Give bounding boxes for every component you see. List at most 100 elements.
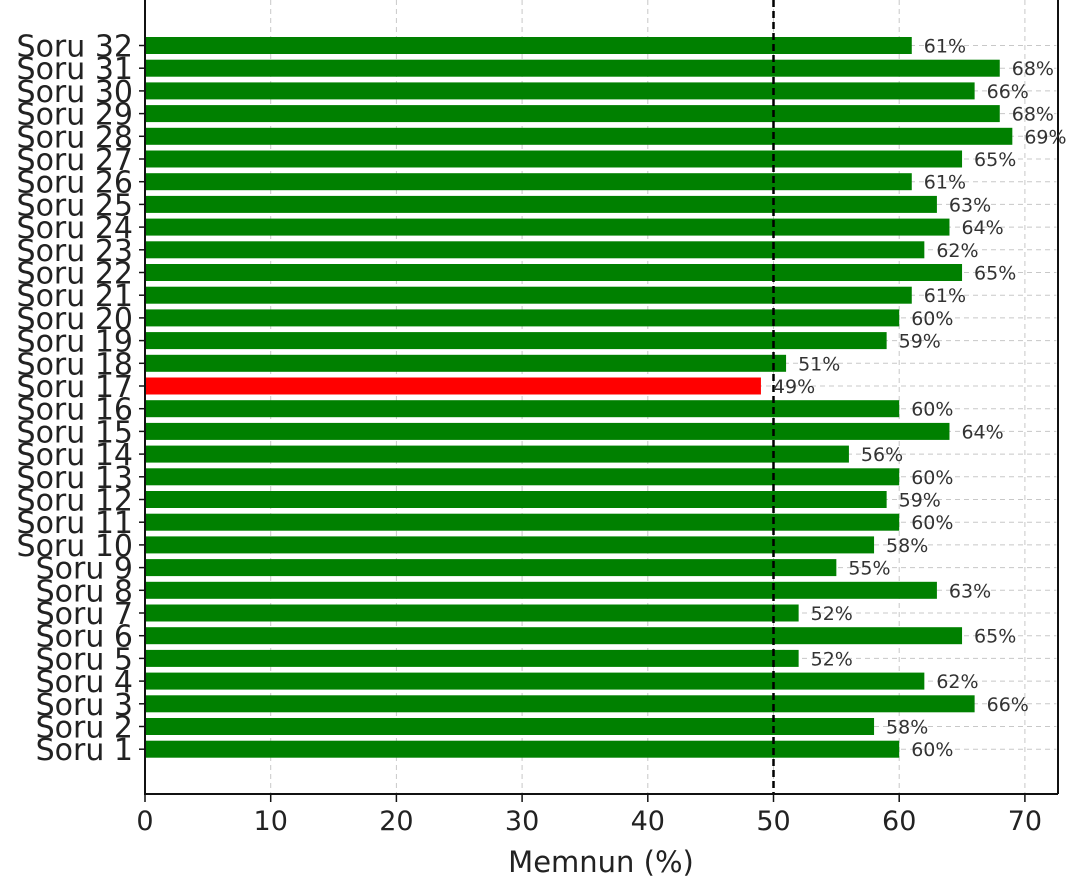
y-tick-label: Soru 30 xyxy=(17,75,133,110)
bar xyxy=(145,309,900,327)
x-tick-label: 40 xyxy=(631,806,665,837)
bar xyxy=(145,37,912,54)
y-tick-label: Soru 13 xyxy=(17,461,133,496)
y-tick-label: Soru 21 xyxy=(17,279,133,314)
x-tick-label: 0 xyxy=(136,806,153,837)
bar-value-label: 61% xyxy=(924,285,966,307)
x-tick-label: 20 xyxy=(379,806,413,837)
bar xyxy=(145,354,787,372)
bar-value-label: 66% xyxy=(987,694,1029,716)
bar-value-label: 60% xyxy=(911,308,953,330)
bar-value-label: 58% xyxy=(886,717,928,739)
bar xyxy=(145,513,900,531)
bar-value-label: 61% xyxy=(924,36,966,58)
y-tick-label: Soru 27 xyxy=(17,143,133,178)
bar-value-label: 56% xyxy=(861,444,903,466)
bar-value-label: 60% xyxy=(911,512,953,534)
y-tick-label: Soru 24 xyxy=(17,211,133,246)
bar-value-label: 60% xyxy=(911,467,953,489)
bar-value-label: 68% xyxy=(1012,104,1054,126)
y-tick-label: Soru 5 xyxy=(36,642,133,677)
bar-value-label: 52% xyxy=(811,648,853,670)
bar-value-label: 65% xyxy=(974,263,1016,285)
y-tick-label: Soru 12 xyxy=(17,484,133,519)
bar xyxy=(145,173,912,191)
y-tick-label: Soru 6 xyxy=(36,620,133,655)
bar-value-label: 51% xyxy=(798,353,840,375)
x-tick-label: 50 xyxy=(756,806,790,837)
bar xyxy=(145,82,975,100)
x-tick-label: 70 xyxy=(1008,806,1042,837)
bar-value-label: 62% xyxy=(936,240,978,262)
bar xyxy=(145,150,963,168)
bar xyxy=(145,468,900,486)
bar-value-label: 63% xyxy=(949,194,991,216)
bar-value-label: 62% xyxy=(936,671,978,693)
bar xyxy=(145,286,912,304)
bar-value-label: 59% xyxy=(899,490,941,512)
bar xyxy=(145,59,1000,77)
y-tick-label: Soru 10 xyxy=(17,529,133,564)
bar-value-label: 63% xyxy=(949,580,991,602)
y-tick-label: Soru 1 xyxy=(36,733,133,768)
bar-value-label: 55% xyxy=(848,558,890,580)
y-tick-label: Soru 22 xyxy=(17,257,133,292)
bar xyxy=(145,241,925,259)
y-tick-label: Soru 4 xyxy=(36,665,133,700)
y-tick-label: Soru 31 xyxy=(17,52,133,87)
y-tick-label: Soru 15 xyxy=(17,415,133,450)
bar-value-label: 65% xyxy=(974,626,1016,648)
y-tick-label: Soru 28 xyxy=(17,120,133,155)
bar-value-label: 49% xyxy=(773,376,815,398)
x-axis-title: Memnun (%) xyxy=(508,845,694,879)
bar xyxy=(145,581,937,599)
bar-value-label: 64% xyxy=(961,421,1003,443)
bar xyxy=(145,491,887,508)
bar-value-label: 58% xyxy=(886,535,928,557)
y-tick-label: Soru 29 xyxy=(17,98,133,133)
bar xyxy=(145,377,761,395)
y-tick-label: Soru 32 xyxy=(17,30,133,65)
bar xyxy=(145,105,1000,123)
bar xyxy=(145,559,837,577)
bar-value-label: 59% xyxy=(899,331,941,353)
bar xyxy=(145,536,875,554)
bar xyxy=(145,718,875,735)
bar-value-label: 68% xyxy=(1012,58,1054,80)
bar-value-label: 64% xyxy=(961,217,1003,239)
x-tick-label: 30 xyxy=(505,806,539,837)
x-ticks: 0 10 20 30 40 50 60 70 xyxy=(136,794,1042,837)
y-tick-label: Soru 2 xyxy=(36,711,133,746)
bar-value-label: 61% xyxy=(924,172,966,194)
y-tick-label: Soru 20 xyxy=(17,302,133,337)
bar xyxy=(145,332,887,350)
bar xyxy=(145,672,925,690)
bar-value-label: 65% xyxy=(974,149,1016,171)
bar xyxy=(145,740,900,758)
bar-value-label: 60% xyxy=(911,399,953,421)
y-tick-label: Soru 14 xyxy=(17,438,133,473)
bar-value-label: 60% xyxy=(911,739,953,761)
y-tick-label: Soru 9 xyxy=(36,552,133,587)
y-tick-label: Soru 18 xyxy=(17,347,133,382)
axes-layer xyxy=(144,0,1059,795)
y-tick-label: Soru 17 xyxy=(17,370,133,405)
bar xyxy=(145,195,937,213)
x-tick-label: 10 xyxy=(254,806,288,837)
bar xyxy=(145,604,799,622)
y-tick-label: Soru 25 xyxy=(17,188,133,223)
x-tick-label: 60 xyxy=(882,806,916,837)
bar xyxy=(145,445,849,463)
y-tick-label: Soru 23 xyxy=(17,234,133,269)
y-tick-label: Soru 11 xyxy=(17,506,133,541)
bar xyxy=(145,127,1013,145)
bar-value-label: 69% xyxy=(1024,126,1066,148)
y-tick-label: Soru 19 xyxy=(17,325,133,360)
bar-value-label: 52% xyxy=(811,603,853,625)
y-tick-label: Soru 8 xyxy=(36,574,133,609)
bar xyxy=(145,400,900,418)
y-tick-label: Soru 3 xyxy=(36,688,133,723)
value-labels: 60%58%66%62%52%65%52%63%55%58%60%59%60%5… xyxy=(773,36,1067,762)
y-tick-label: Soru 26 xyxy=(17,166,133,201)
